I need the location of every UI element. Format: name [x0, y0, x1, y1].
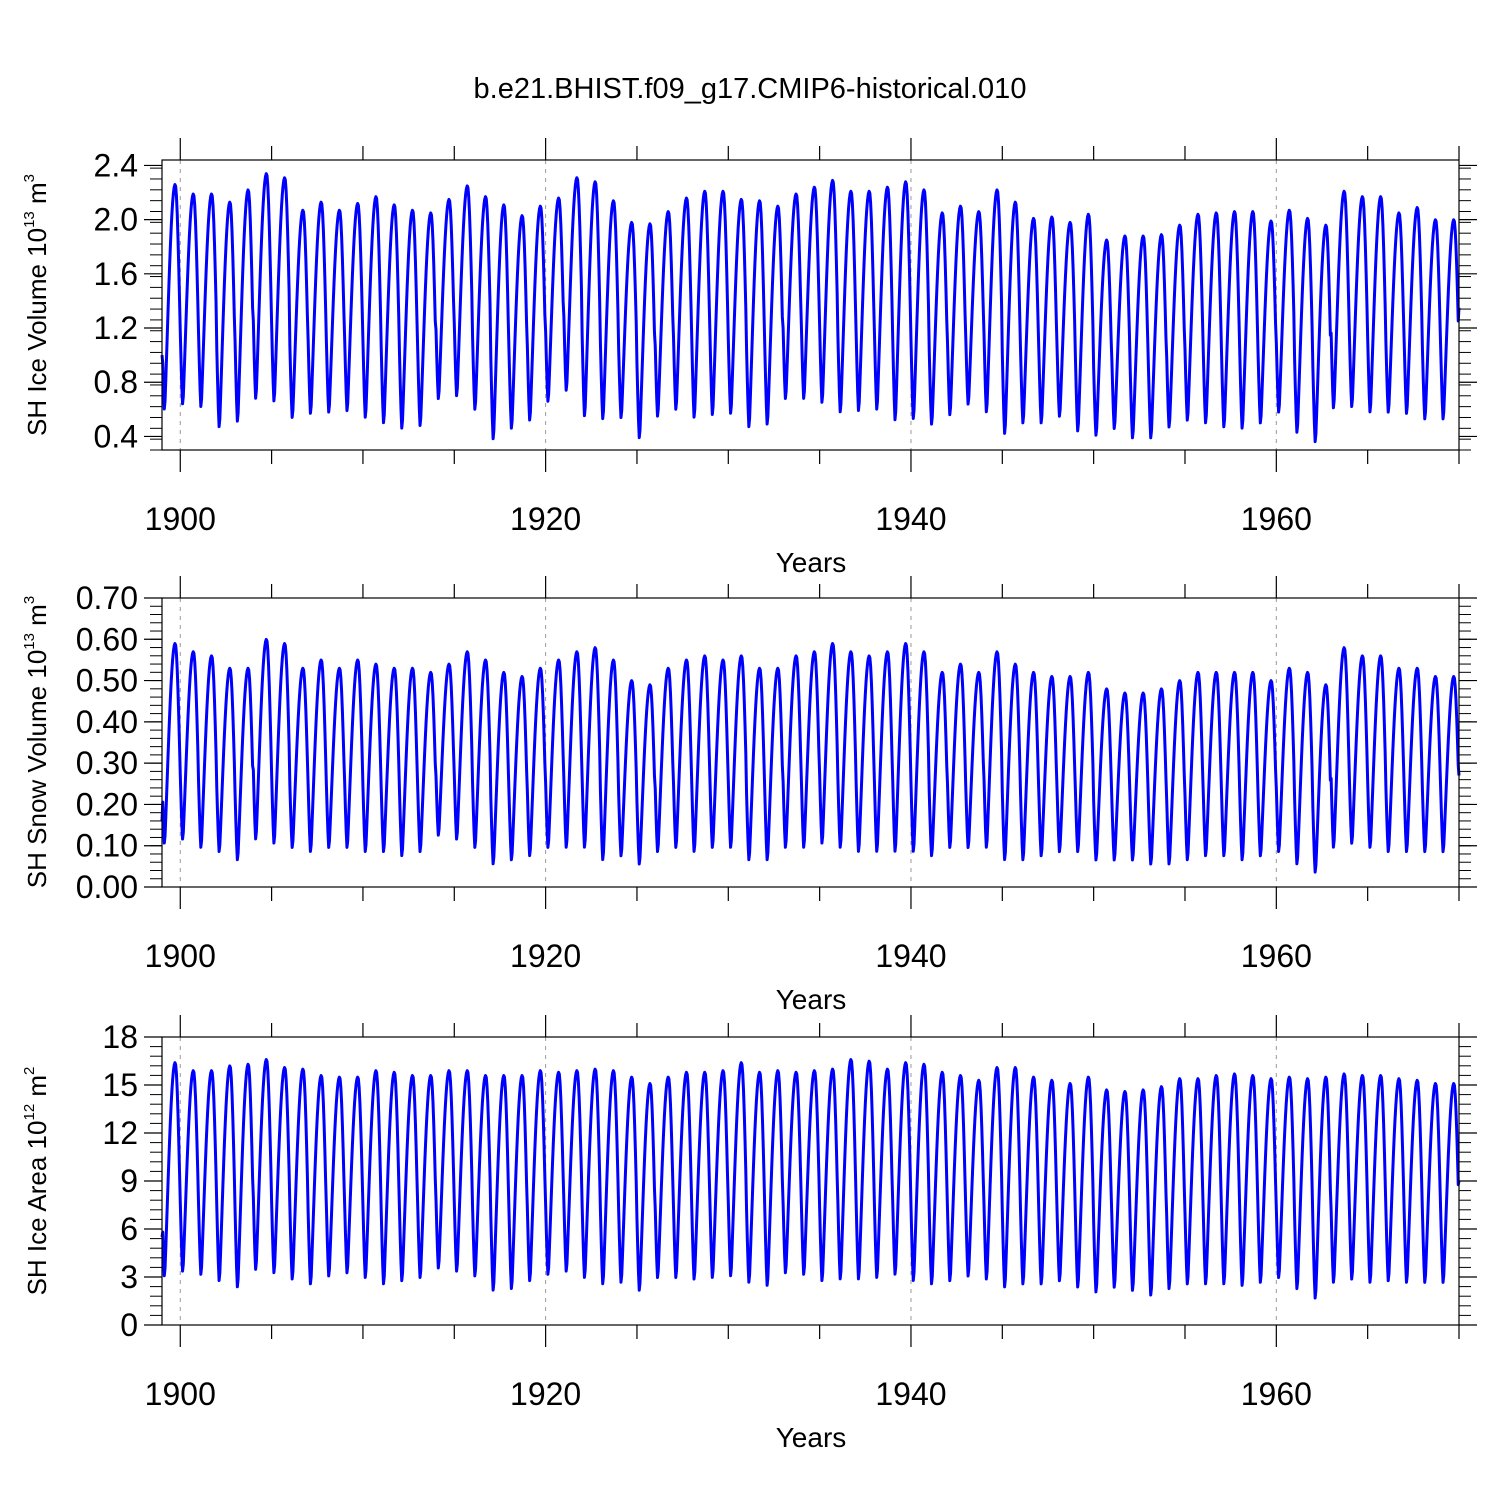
chart-panel-ice-volume: 0.4 0.8 1.2 1.6 2.0 2.4 1900 1920 1940 1960 Years S…	[21, 138, 1477, 578]
chart-panel-ice-area: 0 3 6 9 12 15 18 1900 1920 1940 1960 Years SH Ice Ar…	[21, 1015, 1477, 1453]
ytick-label: 6	[120, 1211, 138, 1247]
panels: 0.4 0.8 1.2 1.6 2.0 2.4 1900 1920 1940 1960 Years S…	[21, 138, 1477, 1453]
ytick-label: 0.00	[76, 869, 138, 905]
ytick-label: 18	[102, 1019, 138, 1055]
series-line-ice-area	[160, 1058, 1461, 1300]
ytick-label: 0.10	[76, 828, 138, 864]
series-line-snow-volume	[160, 637, 1461, 874]
ytick-label: 9	[120, 1163, 138, 1199]
xtick-label: 1940	[875, 1376, 946, 1412]
figure-title: b.e21.BHIST.f09_g17.CMIP6-historical.010	[474, 73, 1027, 105]
ytick-label: 15	[102, 1067, 138, 1103]
ytick-label: 3	[120, 1259, 138, 1295]
ytick-label: 2.4	[94, 147, 138, 183]
y-axis-label: SH Ice Area 1012 m2	[21, 1067, 52, 1296]
y-axis-label: SH Snow Volume 1013 m3	[21, 596, 52, 888]
xtick-label: 1960	[1241, 1376, 1312, 1412]
ytick-label: 0.8	[94, 364, 138, 400]
x-axis-label: Years	[776, 1422, 847, 1453]
xtick-label: 1960	[1241, 938, 1312, 974]
chart-panel-snow-volume: 0.00 0.10 0.20 0.30 0.40 0.50 0.60 0.70 1900 1920…	[21, 576, 1477, 1015]
ytick-label: 1.2	[94, 310, 138, 346]
x-axis-label: Years	[776, 984, 847, 1015]
ytick-label: 2.0	[94, 202, 138, 238]
ytick-label: 0.4	[94, 418, 138, 454]
xtick-label: 1900	[145, 501, 216, 537]
xtick-label: 1900	[145, 1376, 216, 1412]
xtick-label: 1920	[510, 938, 581, 974]
ytick-label: 0.60	[76, 621, 138, 657]
xtick-label: 1920	[510, 1376, 581, 1412]
ytick-label: 0.30	[76, 745, 138, 781]
series-line-ice-volume	[160, 172, 1461, 444]
ytick-label: 0.50	[76, 663, 138, 699]
xtick-label: 1940	[875, 938, 946, 974]
ytick-label: 0.20	[76, 786, 138, 822]
xtick-label: 1940	[875, 501, 946, 537]
xtick-label: 1920	[510, 501, 581, 537]
ytick-label: 12	[102, 1115, 138, 1151]
x-axis-label: Years	[776, 547, 847, 578]
xtick-label: 1960	[1241, 501, 1312, 537]
plot-frame	[161, 597, 1460, 888]
ytick-label: 0	[120, 1307, 138, 1343]
ytick-label: 1.6	[94, 256, 138, 292]
xtick-label: 1900	[145, 938, 216, 974]
plot-frame	[161, 159, 1460, 451]
ytick-label: 0.70	[76, 580, 138, 616]
ytick-label: 0.40	[76, 704, 138, 740]
y-axis-label: SH Ice Volume 1013 m3	[21, 174, 52, 436]
